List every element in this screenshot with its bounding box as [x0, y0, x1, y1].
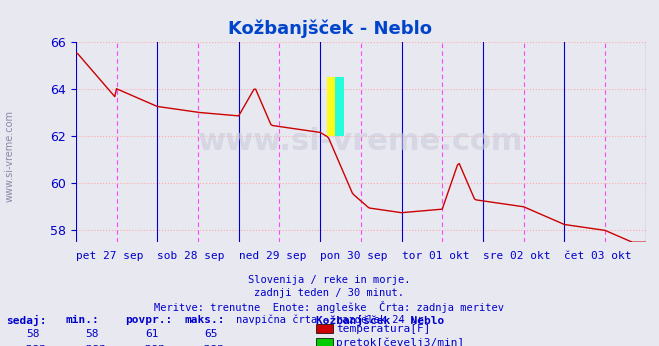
Text: ned 29 sep: ned 29 sep: [239, 251, 306, 261]
Text: čet 03 okt: čet 03 okt: [564, 251, 632, 261]
Bar: [335, 77, 344, 136]
Text: maks.:: maks.:: [185, 315, 225, 325]
Text: min.:: min.:: [66, 315, 100, 325]
Text: povpr.:: povpr.:: [125, 315, 173, 325]
Bar: [327, 77, 344, 136]
Text: 61: 61: [145, 329, 158, 339]
Text: temperatura[F]: temperatura[F]: [336, 324, 430, 334]
Text: www.si-vreme.com: www.si-vreme.com: [5, 110, 15, 202]
Text: -nan: -nan: [198, 343, 224, 346]
Text: pretok[čevelj3/min]: pretok[čevelj3/min]: [336, 337, 465, 346]
Text: Kožbanjšček - Neblo: Kožbanjšček - Neblo: [316, 315, 445, 326]
Text: -nan: -nan: [138, 343, 165, 346]
Text: zadnji teden / 30 minut.: zadnji teden / 30 minut.: [254, 288, 405, 298]
Text: -nan: -nan: [79, 343, 105, 346]
Text: -nan: -nan: [20, 343, 46, 346]
Text: navpična črta - razdelek 24 ur: navpična črta - razdelek 24 ur: [236, 315, 423, 325]
Text: sob 28 sep: sob 28 sep: [158, 251, 225, 261]
Text: pet 27 sep: pet 27 sep: [76, 251, 143, 261]
Text: pon 30 sep: pon 30 sep: [320, 251, 387, 261]
Text: tor 01 okt: tor 01 okt: [401, 251, 469, 261]
Text: sre 02 okt: sre 02 okt: [483, 251, 550, 261]
Text: Meritve: trenutne  Enote: angleške  Črta: zadnja meritev: Meritve: trenutne Enote: angleške Črta: …: [154, 301, 505, 313]
Text: 58: 58: [86, 329, 99, 339]
Text: www.si-vreme.com: www.si-vreme.com: [198, 127, 523, 156]
Text: 58: 58: [26, 329, 40, 339]
Text: 65: 65: [204, 329, 217, 339]
Text: sedaj:: sedaj:: [7, 315, 47, 326]
Text: Slovenija / reke in morje.: Slovenija / reke in morje.: [248, 275, 411, 285]
Text: Kožbanjšček - Neblo: Kožbanjšček - Neblo: [227, 19, 432, 37]
